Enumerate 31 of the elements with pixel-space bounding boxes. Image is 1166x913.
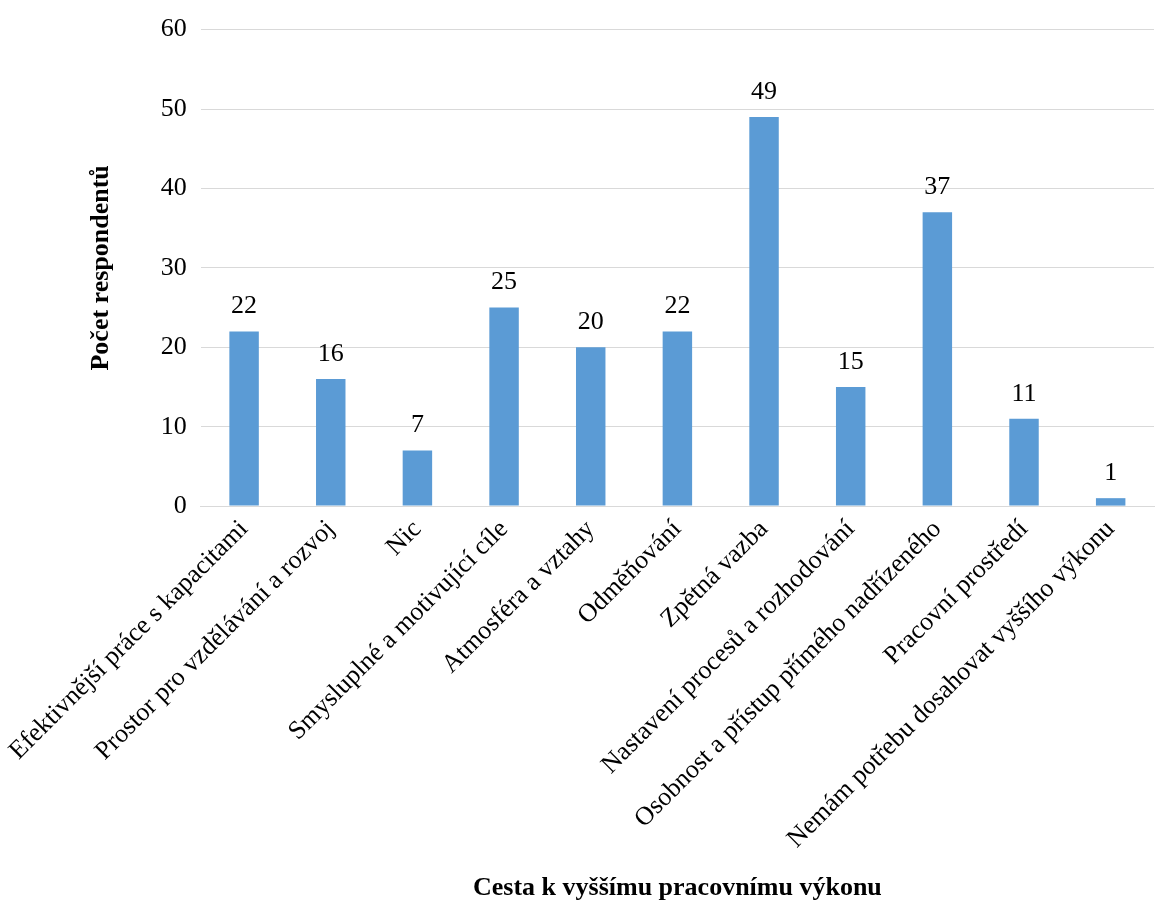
data-label: 20 <box>577 306 604 336</box>
y-tick-label: 30 <box>160 251 187 281</box>
data-label: 22 <box>664 290 691 320</box>
bar <box>922 212 953 506</box>
y-axis-title: Počet respondentů <box>84 165 114 371</box>
data-label: 7 <box>410 409 424 439</box>
bar <box>316 379 346 506</box>
bar <box>835 386 866 506</box>
bar <box>1095 498 1126 506</box>
bar <box>575 347 606 506</box>
bar <box>1009 418 1039 506</box>
bar <box>489 307 519 506</box>
data-label: 22 <box>231 290 258 320</box>
bar <box>749 116 779 506</box>
bar <box>402 450 433 506</box>
y-tick-label: 0 <box>173 489 187 519</box>
y-tick-label: 20 <box>160 331 187 361</box>
data-label: 11 <box>1011 377 1037 407</box>
y-tick-label: 40 <box>160 172 187 202</box>
bar <box>229 331 259 506</box>
data-label: 25 <box>491 266 518 296</box>
data-label: 49 <box>751 75 778 105</box>
data-label: 16 <box>317 337 344 367</box>
y-tick-label: 50 <box>160 92 187 122</box>
data-label: 1 <box>1104 457 1118 486</box>
y-tick-label: 60 <box>160 13 187 43</box>
bar <box>662 331 693 506</box>
data-label: 15 <box>837 345 864 375</box>
data-label: 37 <box>924 171 951 201</box>
x-axis-title: Cesta k vyššímu pracovnímu výkonu <box>472 872 882 902</box>
y-tick-label: 10 <box>160 410 187 440</box>
